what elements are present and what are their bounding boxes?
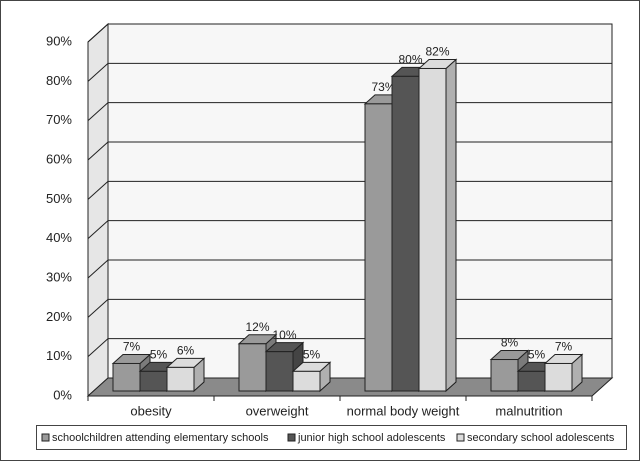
grid-side xyxy=(87,102,109,122)
y-tick-label: 80% xyxy=(46,73,72,88)
bar xyxy=(165,357,206,393)
grid-line xyxy=(87,23,612,43)
grid-line xyxy=(87,180,612,200)
bar-front xyxy=(265,351,294,392)
bar xyxy=(417,58,458,393)
value-label: 7% xyxy=(123,340,141,354)
bar-front xyxy=(391,75,420,392)
y-tick-label: 70% xyxy=(46,112,72,127)
value-label: 7% xyxy=(555,340,573,354)
bar-front xyxy=(364,103,393,392)
bar-front xyxy=(112,362,141,392)
grid-side xyxy=(87,220,109,240)
bar-front xyxy=(238,343,267,392)
grid-line xyxy=(87,102,612,122)
grid-side xyxy=(87,338,109,358)
y-tick-label: 60% xyxy=(46,151,72,166)
grid-side xyxy=(87,62,109,82)
bar-front xyxy=(292,370,321,392)
grid-line xyxy=(87,298,612,318)
value-label: 5% xyxy=(303,348,321,362)
grid-side xyxy=(87,23,109,43)
bar-front xyxy=(544,362,573,392)
back-wall xyxy=(107,23,613,379)
y-tick-label: 20% xyxy=(46,309,72,324)
y-tick-label: 30% xyxy=(46,269,72,284)
value-label: 82% xyxy=(425,45,449,59)
bar-front xyxy=(517,370,546,392)
grid-line xyxy=(87,259,612,279)
value-label: 10% xyxy=(272,328,296,342)
x-tick-label: obesity xyxy=(130,403,172,418)
value-label: 73% xyxy=(371,80,395,94)
y-tick-label: 40% xyxy=(46,230,72,245)
legend-swatch xyxy=(41,433,50,442)
value-label: 6% xyxy=(177,344,195,358)
grid-line xyxy=(87,141,612,161)
bar-front xyxy=(490,359,519,392)
grid-side xyxy=(87,141,109,161)
legend-label: junior high school adolescents xyxy=(297,432,446,444)
y-tick-label: 50% xyxy=(46,191,72,206)
value-label: 80% xyxy=(398,53,422,67)
legend-label: secondary school adolescents xyxy=(467,432,615,444)
grid-line xyxy=(87,62,612,82)
grid-line xyxy=(87,338,612,358)
legend-swatch xyxy=(456,433,465,442)
bar xyxy=(543,353,584,393)
value-label: 5% xyxy=(150,348,168,362)
grid-line xyxy=(87,220,612,240)
grid-side xyxy=(87,180,109,200)
y-tick-label: 0% xyxy=(53,387,72,402)
value-label: 5% xyxy=(528,348,546,362)
value-label: 12% xyxy=(245,320,269,334)
x-tick-label: overweight xyxy=(246,403,309,418)
value-label: 8% xyxy=(501,336,519,350)
legend-swatch xyxy=(287,433,296,442)
x-tick-label: malnutrition xyxy=(495,403,562,418)
bar-front xyxy=(418,67,447,392)
y-tick-label: 10% xyxy=(46,348,72,363)
bar-side xyxy=(445,58,457,393)
x-tick-label: normal body weight xyxy=(347,403,460,418)
y-tick-label: 90% xyxy=(46,33,72,48)
grid-side xyxy=(87,259,109,279)
legend-label: schoolchildren attending elementary scho… xyxy=(52,432,269,444)
bar-front xyxy=(166,366,195,392)
bar-front xyxy=(139,370,168,392)
legend xyxy=(36,425,627,450)
left-wall xyxy=(87,22,109,398)
grid-side xyxy=(87,298,109,318)
bar xyxy=(291,361,332,393)
